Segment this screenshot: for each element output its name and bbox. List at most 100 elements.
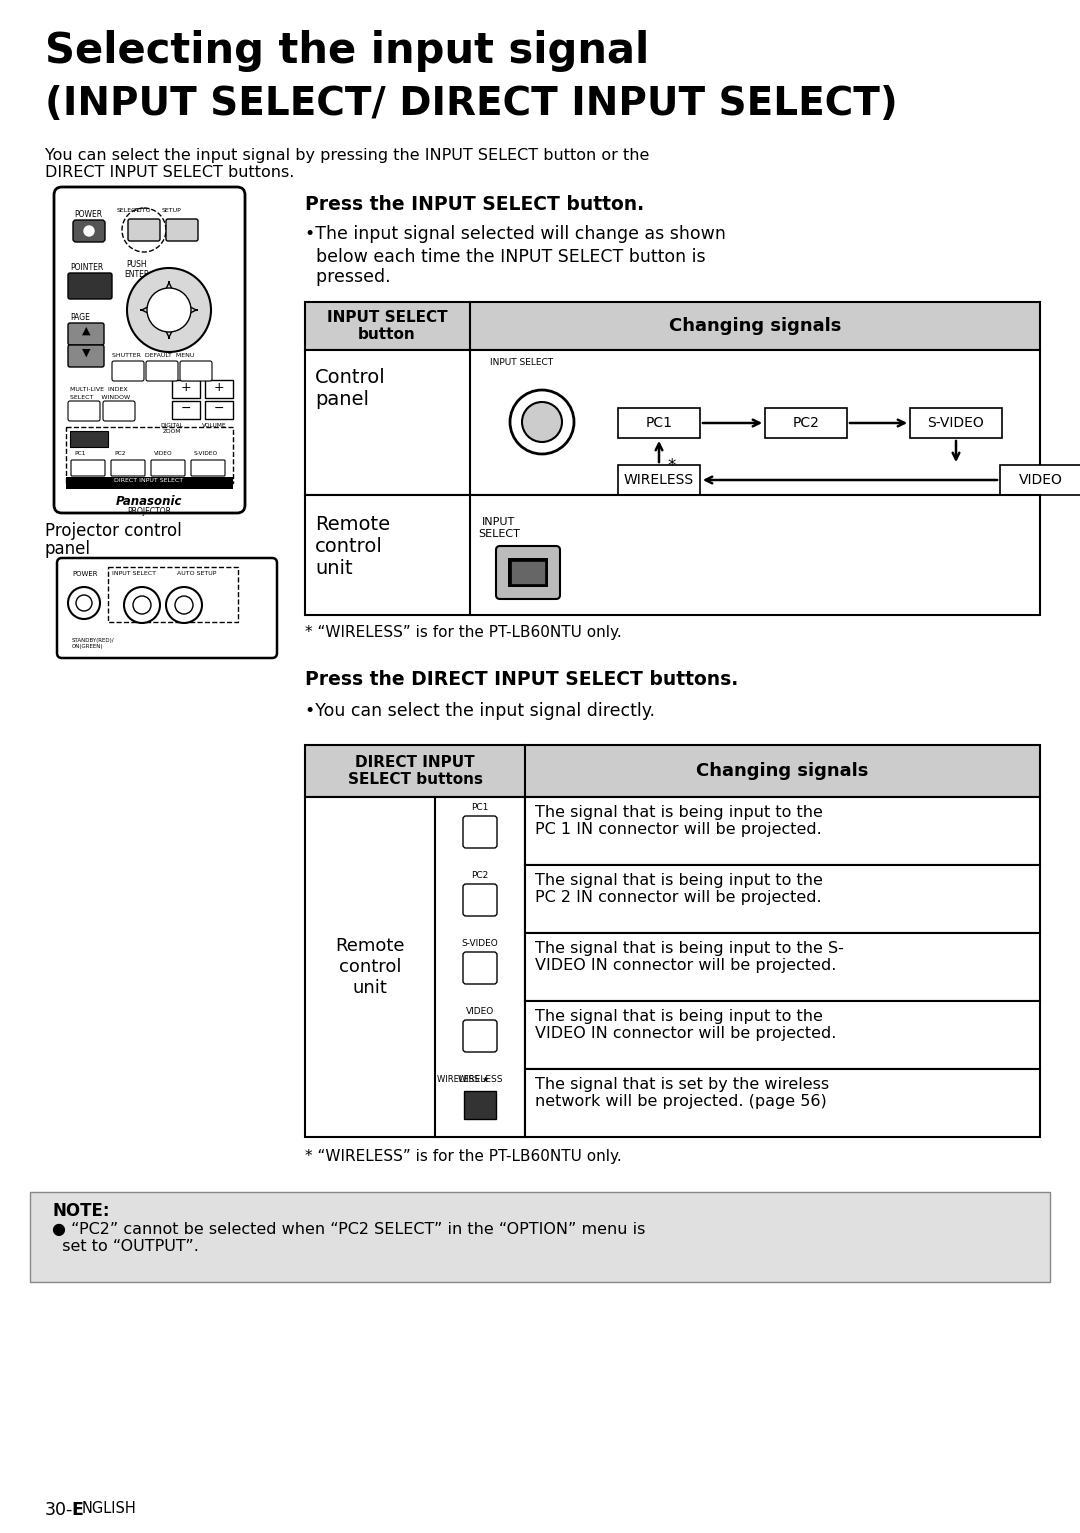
- Circle shape: [68, 587, 100, 619]
- Text: S-VIDEO: S-VIDEO: [928, 415, 984, 429]
- FancyBboxPatch shape: [463, 816, 497, 848]
- FancyBboxPatch shape: [68, 273, 112, 299]
- Text: PC2: PC2: [471, 871, 488, 880]
- FancyBboxPatch shape: [146, 360, 178, 382]
- Bar: [1000, 464, 1080, 495]
- FancyBboxPatch shape: [166, 219, 198, 241]
- Text: Panasonic: Panasonic: [116, 495, 183, 507]
- Text: DIRECT INPUT SELECT: DIRECT INPUT SELECT: [114, 478, 184, 483]
- Text: SHUTTER  DEFAULT  MENU: SHUTTER DEFAULT MENU: [112, 353, 194, 359]
- Circle shape: [124, 587, 160, 622]
- Bar: [172, 380, 200, 399]
- Bar: [172, 402, 200, 419]
- Text: panel: panel: [45, 540, 91, 558]
- Bar: [618, 464, 700, 495]
- Bar: [108, 567, 238, 622]
- Text: POINTER: POINTER: [70, 264, 104, 271]
- Bar: [511, 561, 545, 584]
- Text: PC1: PC1: [75, 451, 85, 455]
- Text: PC1: PC1: [471, 803, 488, 812]
- Text: PUSH
ENTER: PUSH ENTER: [124, 261, 149, 279]
- Text: VIDEO: VIDEO: [465, 1007, 495, 1016]
- Text: ▲: ▲: [82, 327, 91, 336]
- Bar: [765, 408, 847, 438]
- Bar: [910, 408, 1002, 438]
- Text: STANDBY(RED)/
ON(GREEN): STANDBY(RED)/ ON(GREEN): [72, 638, 114, 648]
- Circle shape: [147, 288, 191, 333]
- Text: Remote
control
unit: Remote control unit: [315, 515, 390, 578]
- Bar: [305, 302, 1040, 350]
- Bar: [66, 477, 233, 489]
- Bar: [305, 350, 1040, 495]
- Bar: [305, 745, 1040, 797]
- Text: POWER: POWER: [75, 210, 103, 219]
- Text: Selecting the input signal: Selecting the input signal: [45, 31, 649, 72]
- Bar: [205, 402, 233, 419]
- Text: * “WIRELESS” is for the PT-LB60NTU only.: * “WIRELESS” is for the PT-LB60NTU only.: [305, 1150, 622, 1164]
- Text: S-VIDEO: S-VIDEO: [461, 940, 498, 947]
- FancyBboxPatch shape: [54, 187, 245, 514]
- Text: VOLUME: VOLUME: [202, 423, 227, 428]
- Text: AUTO SETUP: AUTO SETUP: [177, 570, 216, 576]
- Text: pressed.: pressed.: [305, 268, 391, 287]
- Text: PROJECTOR: PROJECTOR: [127, 507, 171, 517]
- Text: The signal that is set by the wireless
network will be projected. (page 56): The signal that is set by the wireless n…: [535, 1078, 829, 1110]
- FancyBboxPatch shape: [463, 1019, 497, 1052]
- Text: POWER: POWER: [72, 570, 97, 576]
- Text: VIDEO: VIDEO: [1020, 474, 1063, 487]
- FancyBboxPatch shape: [73, 221, 105, 242]
- Circle shape: [84, 225, 94, 236]
- Text: Control
panel: Control panel: [315, 368, 386, 409]
- FancyBboxPatch shape: [191, 460, 225, 477]
- Text: INPUT
SELECT: INPUT SELECT: [478, 517, 519, 538]
- Text: +: +: [214, 382, 225, 394]
- FancyBboxPatch shape: [463, 885, 497, 917]
- Text: The signal that is being input to the
PC 1 IN connector will be projected.: The signal that is being input to the PC…: [535, 805, 823, 837]
- Text: PAGE: PAGE: [70, 313, 90, 322]
- Text: DIRECT INPUT
SELECT buttons: DIRECT INPUT SELECT buttons: [348, 754, 483, 788]
- Text: Projector control: Projector control: [45, 523, 181, 540]
- Text: AUTO: AUTO: [134, 208, 151, 213]
- Text: INPUT SELECT: INPUT SELECT: [112, 570, 156, 576]
- Text: The signal that is being input to the
VIDEO IN connector will be projected.: The signal that is being input to the VI…: [535, 1009, 836, 1041]
- Text: ● “PC2” cannot be selected when “PC2 SELECT” in the “OPTION” menu is
  set to “O: ● “PC2” cannot be selected when “PC2 SEL…: [52, 1222, 646, 1254]
- Bar: [464, 1091, 496, 1119]
- FancyBboxPatch shape: [151, 460, 185, 477]
- Text: WIRELESS: WIRELESS: [624, 474, 694, 487]
- Text: (INPUT SELECT/ DIRECT INPUT SELECT): (INPUT SELECT/ DIRECT INPUT SELECT): [45, 84, 897, 123]
- Bar: [525, 1069, 1040, 1137]
- Text: Changing signals: Changing signals: [669, 317, 841, 336]
- Text: MULTI-LIVE  INDEX: MULTI-LIVE INDEX: [70, 386, 127, 392]
- Text: Press the INPUT SELECT button.: Press the INPUT SELECT button.: [305, 195, 644, 215]
- FancyBboxPatch shape: [68, 323, 104, 345]
- Text: INPUT SELECT
button: INPUT SELECT button: [326, 310, 447, 342]
- Circle shape: [76, 595, 92, 612]
- Text: VIDEO: VIDEO: [154, 451, 173, 455]
- Circle shape: [133, 596, 151, 615]
- FancyBboxPatch shape: [180, 360, 212, 382]
- Text: −: −: [214, 402, 225, 415]
- Text: DIGITAL
ZOOM: DIGITAL ZOOM: [161, 423, 184, 434]
- FancyBboxPatch shape: [463, 952, 497, 984]
- Text: •You can select the input signal directly.: •You can select the input signal directl…: [305, 702, 654, 721]
- Bar: [508, 558, 548, 587]
- Text: −: −: [180, 402, 191, 415]
- FancyBboxPatch shape: [71, 460, 105, 477]
- Text: •The input signal selected will change as shown: •The input signal selected will change a…: [305, 225, 726, 244]
- Text: SETUP: SETUP: [162, 208, 181, 213]
- Text: *: *: [667, 457, 675, 475]
- FancyBboxPatch shape: [111, 460, 145, 477]
- Text: PC2: PC2: [793, 415, 820, 429]
- Text: below each time the INPUT SELECT button is: below each time the INPUT SELECT button …: [305, 248, 705, 267]
- Text: PC2: PC2: [114, 451, 125, 455]
- Text: +: +: [180, 382, 191, 394]
- Circle shape: [522, 402, 562, 442]
- FancyBboxPatch shape: [129, 219, 160, 241]
- Bar: [66, 428, 233, 483]
- Bar: [305, 797, 525, 1137]
- Text: ▼: ▼: [82, 348, 91, 359]
- Circle shape: [166, 587, 202, 622]
- FancyBboxPatch shape: [68, 345, 104, 366]
- Text: Changing signals: Changing signals: [696, 762, 868, 780]
- Bar: [525, 865, 1040, 934]
